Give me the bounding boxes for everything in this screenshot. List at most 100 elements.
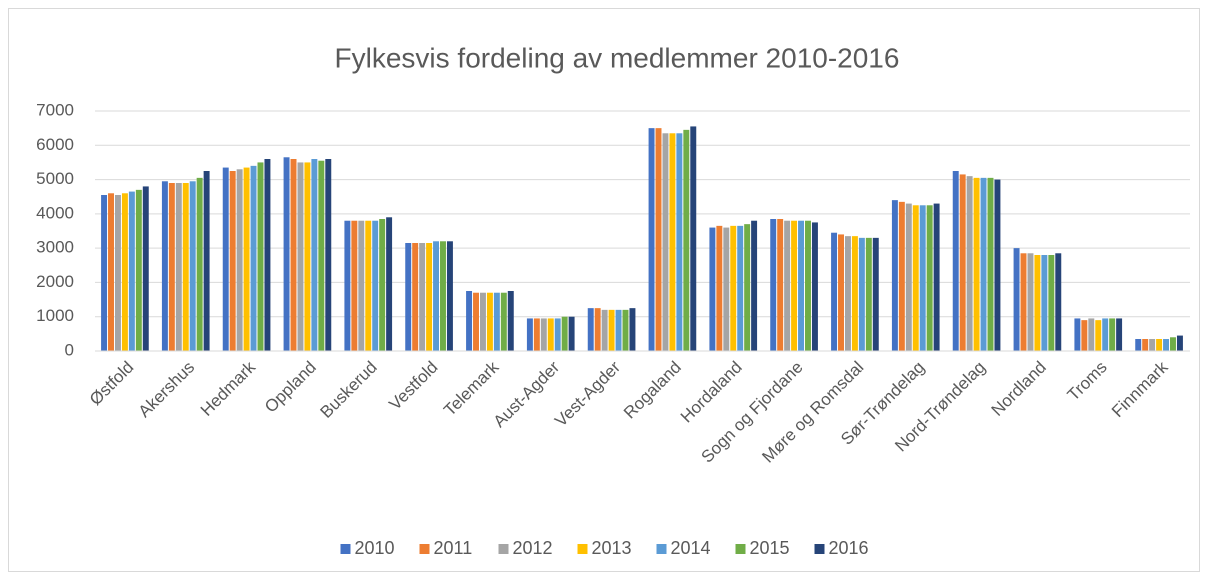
bar xyxy=(196,177,203,351)
bar xyxy=(973,177,980,351)
bar xyxy=(168,183,175,351)
bar xyxy=(690,126,697,351)
bar xyxy=(669,133,676,351)
bar xyxy=(865,237,872,351)
bar xyxy=(446,241,453,351)
bar xyxy=(987,177,994,351)
bar xyxy=(709,227,716,351)
bar xyxy=(1156,339,1163,351)
bar xyxy=(737,225,744,351)
bar xyxy=(433,241,440,351)
bar xyxy=(283,157,290,351)
bar xyxy=(1170,337,1176,351)
legend-swatch xyxy=(656,544,667,554)
bar xyxy=(798,220,805,351)
bar xyxy=(1142,339,1149,351)
bar xyxy=(412,243,419,351)
bar xyxy=(898,201,905,351)
bar xyxy=(622,309,629,351)
bar xyxy=(365,220,372,351)
bar xyxy=(966,176,973,351)
bar xyxy=(440,241,446,351)
bar xyxy=(587,308,594,351)
y-tick-label: 5000 xyxy=(36,169,74,188)
bar xyxy=(486,292,493,351)
bar xyxy=(1088,318,1095,351)
bar xyxy=(203,171,210,351)
bar xyxy=(533,318,540,351)
bar xyxy=(479,292,486,351)
bar xyxy=(730,225,737,351)
legend-label: 2010 xyxy=(355,538,395,558)
bar xyxy=(290,159,297,351)
bar xyxy=(594,308,601,351)
bar xyxy=(1102,318,1109,351)
bar xyxy=(1176,335,1183,351)
legend-swatch xyxy=(419,544,430,554)
bar xyxy=(466,291,473,351)
bar xyxy=(959,174,966,351)
bar xyxy=(1020,253,1027,351)
bar xyxy=(142,186,149,351)
bar xyxy=(108,193,114,351)
bar xyxy=(304,162,311,351)
bar xyxy=(351,220,358,351)
bar xyxy=(716,225,723,351)
bar xyxy=(1095,320,1102,351)
bar xyxy=(744,224,751,351)
bar xyxy=(770,219,777,351)
bar xyxy=(872,237,879,351)
legend-label: 2015 xyxy=(750,538,790,558)
bar xyxy=(844,236,851,351)
bar xyxy=(1055,253,1062,351)
bar xyxy=(912,205,919,351)
legend-swatch xyxy=(340,544,351,554)
bar xyxy=(493,292,500,351)
bar xyxy=(135,189,142,351)
chart-title: Fylkesvis fordeling av medlemmer 2010-20… xyxy=(335,42,900,73)
bar xyxy=(858,237,865,351)
bar xyxy=(891,200,898,351)
bar xyxy=(175,183,182,351)
bar xyxy=(426,243,433,351)
bar xyxy=(608,309,615,351)
bar xyxy=(1149,339,1156,351)
bar xyxy=(1074,318,1081,351)
bar xyxy=(554,318,561,351)
y-tick-label: 2000 xyxy=(36,272,74,291)
y-tick-label: 7000 xyxy=(36,100,74,119)
bar xyxy=(419,243,426,351)
bar xyxy=(318,160,325,351)
bar xyxy=(568,316,575,351)
bar xyxy=(161,181,168,351)
bar xyxy=(507,291,514,351)
bar xyxy=(264,159,271,351)
bar xyxy=(500,292,507,351)
bar xyxy=(325,159,332,351)
bar xyxy=(655,128,662,351)
bar xyxy=(811,222,818,351)
bar xyxy=(257,162,264,351)
bar xyxy=(547,318,554,351)
bar xyxy=(723,227,730,351)
legend-label: 2014 xyxy=(671,538,711,558)
bar xyxy=(648,128,655,351)
bar xyxy=(676,133,683,351)
bar xyxy=(1041,255,1048,351)
bar xyxy=(751,220,758,351)
bar xyxy=(784,220,791,351)
bar xyxy=(243,167,250,351)
bar xyxy=(189,181,196,351)
bar xyxy=(919,205,926,351)
bar xyxy=(1013,248,1020,351)
bar xyxy=(379,219,386,351)
bar xyxy=(777,219,784,351)
bar xyxy=(1034,255,1041,351)
legend-label: 2012 xyxy=(513,538,553,558)
legend-swatch xyxy=(735,544,746,554)
legend-swatch xyxy=(577,544,588,554)
y-tick-label: 3000 xyxy=(36,238,74,257)
y-tick-label: 4000 xyxy=(36,203,74,222)
legend-label: 2011 xyxy=(434,538,473,558)
bar xyxy=(601,309,608,351)
